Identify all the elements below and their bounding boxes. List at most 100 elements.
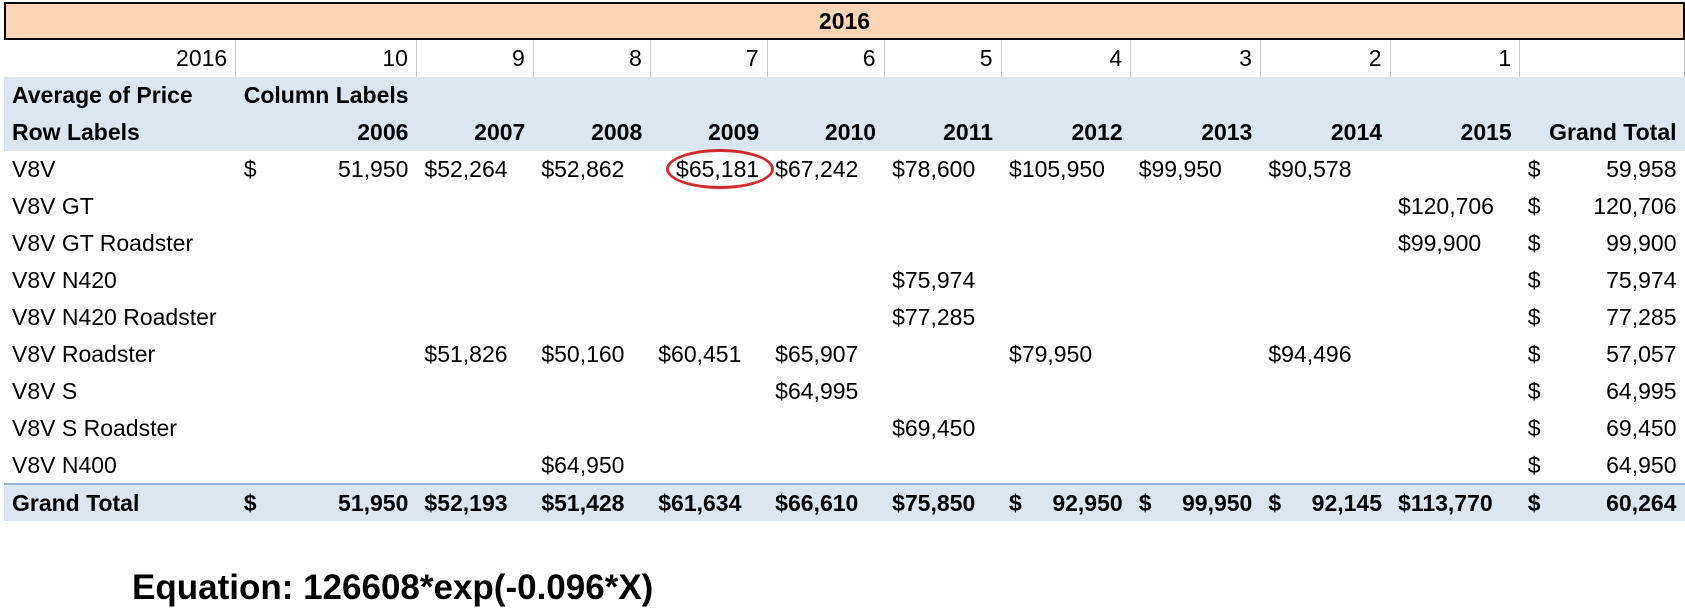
row-grand-total-cell[interactable]: $99,900 [1520,225,1685,262]
year-header-2007[interactable]: 2007 [416,114,534,151]
value-cell[interactable] [1390,151,1520,188]
value-cell[interactable] [1260,299,1390,336]
value-cell[interactable] [236,336,417,373]
row-label[interactable]: V8V Roadster [12,341,156,367]
grand-total-value-cell[interactable]: $66,610 [767,483,885,521]
year-header-2013[interactable]: 2013 [1130,114,1261,151]
value-cell[interactable] [1001,373,1131,410]
year-header-2014[interactable]: 2014 [1260,114,1391,151]
value-cell[interactable] [1131,336,1261,373]
column-number-cell[interactable]: 8 [533,40,651,77]
row-grand-total-cell[interactable]: $77,285 [1520,299,1685,336]
value-cell[interactable] [1131,225,1261,262]
value-cell[interactable] [767,447,884,484]
grand-total-value-cell[interactable]: $99,950 [1130,483,1261,521]
row-label[interactable]: V8V S [12,378,78,404]
value-cell[interactable] [1001,410,1131,447]
value-cell[interactable] [236,225,417,262]
value-cell[interactable] [1260,410,1390,447]
value-cell[interactable] [533,188,650,225]
value-cell[interactable]: $94,496 [1260,336,1390,373]
value-cell[interactable] [236,262,417,299]
value-cell[interactable] [533,373,650,410]
value-cell[interactable] [533,225,650,262]
grand-total-value-cell[interactable]: $51,950 [235,483,417,521]
column-number-cell[interactable]: 9 [416,40,534,77]
column-number-cell[interactable]: 10 [235,40,417,77]
header-empty-cell[interactable] [1130,77,1261,114]
grand-total-value-cell[interactable]: $92,950 [1001,483,1131,521]
value-cell[interactable]: $90,578 [1260,151,1390,188]
row-grand-total-cell[interactable]: $120,706 [1520,188,1685,225]
grand-total-value-cell[interactable]: $51,428 [533,483,651,521]
value-cell[interactable]: $51,826 [416,336,533,373]
value-cell[interactable] [884,336,1001,373]
row-grand-total-cell[interactable]: $75,974 [1520,262,1685,299]
value-cell[interactable] [1001,299,1131,336]
value-cell[interactable] [650,373,767,410]
grand-total-value-cell[interactable]: $61,634 [650,483,768,521]
value-cell[interactable] [533,410,650,447]
row-grand-total-cell[interactable]: $64,950 [1520,447,1685,484]
value-cell[interactable]: $75,974 [884,262,1001,299]
value-cell[interactable] [1131,262,1261,299]
year-header-2009[interactable]: 2009 [650,114,768,151]
column-number-cell[interactable]: 1 [1390,40,1521,77]
column-number-cell[interactable]: 5 [884,40,1002,77]
value-cell[interactable] [533,262,650,299]
value-cell[interactable]: $105,950 [1001,151,1131,188]
value-cell[interactable] [533,299,650,336]
value-cell[interactable] [1390,373,1520,410]
value-cell[interactable] [416,410,533,447]
value-cell[interactable]: $60,451 [650,336,767,373]
value-cell[interactable]: $65,181 [650,149,775,189]
column-number-cell[interactable]: 4 [1001,40,1132,77]
value-cell[interactable]: $64,995 [767,373,884,410]
value-cell[interactable] [1390,262,1520,299]
value-cell[interactable]: $69,450 [884,410,1001,447]
row-grand-total-cell[interactable]: $59,958 [1520,151,1685,188]
year-header-2008[interactable]: 2008 [533,114,651,151]
row-labels-caption[interactable]: Row Labels [4,114,236,151]
value-cell[interactable] [236,447,417,484]
header-empty-cell[interactable] [1390,77,1520,114]
value-cell[interactable] [884,225,1001,262]
year-header-2015[interactable]: 2015 [1390,114,1520,151]
header-empty-cell[interactable] [767,77,885,114]
value-cell[interactable] [1390,299,1520,336]
value-cell[interactable] [767,299,884,336]
column-number-cell[interactable] [1519,40,1685,77]
value-cell[interactable] [1001,262,1131,299]
column-number-cell[interactable]: 3 [1130,40,1261,77]
value-cell[interactable]: $99,950 [1131,151,1261,188]
value-cell[interactable] [1260,188,1390,225]
value-cell[interactable] [1260,262,1390,299]
value-cell[interactable] [416,299,533,336]
value-cell[interactable] [416,373,533,410]
value-cell[interactable] [236,299,417,336]
value-cell[interactable] [1131,410,1261,447]
overall-grand-total-cell[interactable]: $60,264 [1519,483,1685,521]
row-label[interactable]: V8V GT Roadster [12,230,194,256]
value-cell[interactable] [1001,188,1131,225]
value-cell[interactable]: $65,907 [767,336,884,373]
value-cell[interactable] [650,188,767,225]
row-grand-total-cell[interactable]: $57,057 [1520,336,1685,373]
grand-total-label[interactable]: Grand Total [4,483,236,521]
column-number-cell[interactable]: 2016 [4,40,237,77]
value-cell[interactable] [1260,447,1390,484]
row-label[interactable]: V8V N400 [12,451,117,478]
year-header-2011[interactable]: 2011 [884,114,1002,151]
row-label[interactable]: V8V [12,156,56,182]
header-empty-cell[interactable] [1519,77,1685,114]
value-cell[interactable] [767,188,884,225]
header-empty-cell[interactable] [416,77,534,114]
row-label[interactable]: V8V GT [12,193,94,219]
value-cell[interactable] [416,447,533,484]
value-cell[interactable] [1131,447,1261,484]
grand-total-value-cell[interactable]: $52,193 [416,483,534,521]
value-cell[interactable] [767,410,884,447]
value-cell[interactable] [1390,410,1520,447]
value-cell[interactable]: $67,242 [767,151,884,188]
row-label[interactable]: V8V N420 [12,267,117,293]
